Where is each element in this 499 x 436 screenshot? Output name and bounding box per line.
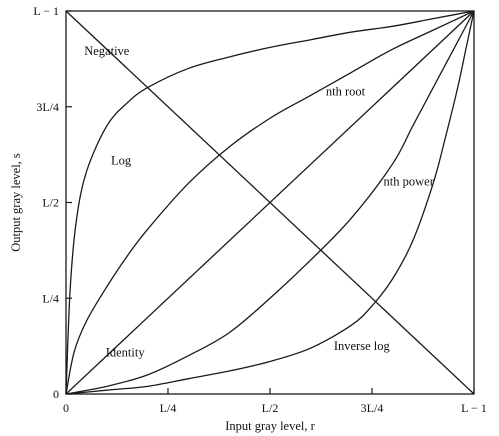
inverse-log-label: Inverse log xyxy=(334,339,391,353)
y-tick-label: 3L/4 xyxy=(36,100,59,114)
tick-layer: 0 L/4 L/2 3L/4 L − 1 0 L/4 L/2 3L/4 L − 1 xyxy=(33,4,486,415)
nth-power-label: nth power xyxy=(384,174,435,188)
y-tick-label: L − 1 xyxy=(33,4,59,18)
x-axis-title: Input gray level, r xyxy=(225,419,315,433)
log-curve xyxy=(65,10,475,395)
identity-curve xyxy=(65,10,475,395)
x-tick-label: L/2 xyxy=(262,401,279,415)
y-tick-label: L/2 xyxy=(42,196,59,210)
x-tick-label: L − 1 xyxy=(461,401,487,415)
log-label: Log xyxy=(111,153,132,167)
nth-root-label: nth root xyxy=(326,84,366,98)
y-tick-label: 0 xyxy=(53,387,59,401)
identity-label: Identity xyxy=(106,346,146,360)
y-tick-label: L/4 xyxy=(42,291,59,305)
y-axis-title: Output gray level, s xyxy=(9,153,23,252)
inverse-log-curve xyxy=(65,10,475,395)
annotation-layer: Negative Log nth root nth power Identity Inve… xyxy=(84,44,434,359)
x-tick-label: L/4 xyxy=(160,401,177,415)
nth-power-curve xyxy=(65,10,475,395)
x-tick-label: 0 xyxy=(63,401,69,415)
nth-root-curve xyxy=(65,10,475,395)
x-tick-label: 3L/4 xyxy=(361,401,384,415)
curve-layer xyxy=(65,10,475,395)
negative-label: Negative xyxy=(84,44,130,58)
